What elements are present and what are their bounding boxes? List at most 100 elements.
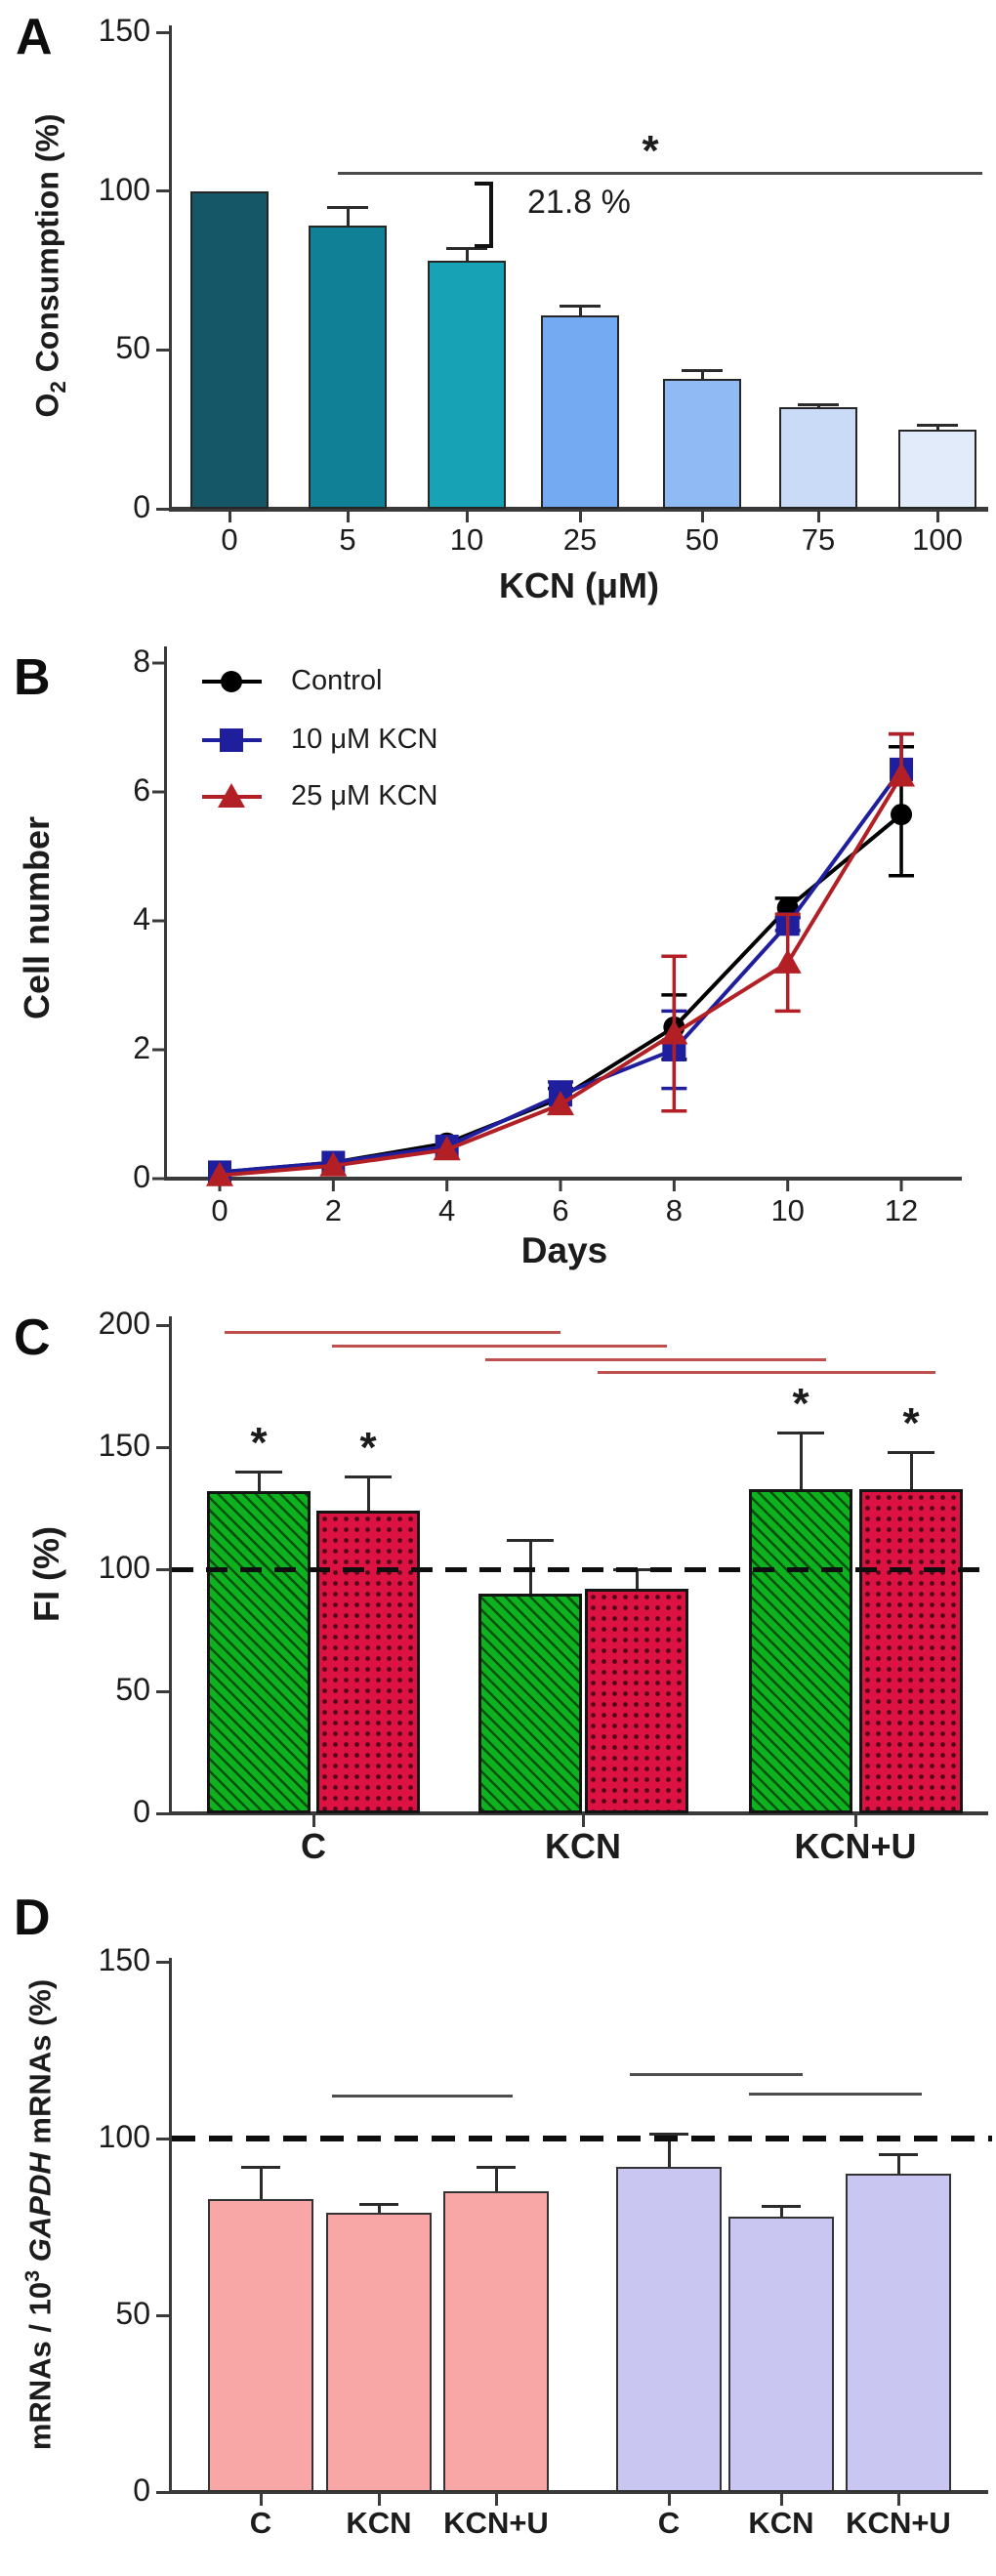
c-star: * (359, 1424, 377, 1472)
d-bar-pink-KCN+U (443, 2191, 549, 2492)
b-marker-square (321, 1150, 346, 1175)
d-bar-lavender-KCN+U (846, 2174, 951, 2492)
c-significance-line (332, 1344, 667, 1348)
error-bar-stem (896, 2154, 900, 2175)
error-bar-cap (446, 247, 487, 251)
b-x-tick (445, 1181, 449, 1191)
c-x-axis (169, 1811, 988, 1815)
d-significance-line (749, 2093, 922, 2097)
c-y-tick-label: 0 (133, 1794, 150, 1829)
panel-c-letter: C (14, 1309, 51, 1366)
c-bar-red-dotted-KCN (585, 1589, 688, 1813)
b-x-tick-label: 6 (552, 1193, 569, 1227)
b-x-tick-label: 0 (211, 1193, 228, 1227)
b-marker-triangle (433, 1136, 461, 1161)
c-bar-red-dotted-KCN+U (859, 1488, 963, 1813)
a-x-tick (700, 512, 704, 522)
d-x-tick-label: C (657, 2506, 681, 2540)
a-bar-kcn-100 (898, 429, 976, 509)
b-marker-triangle (206, 1161, 233, 1186)
error-bar-cap (682, 369, 723, 373)
b-x-tick-label: 4 (438, 1193, 456, 1227)
a-significance-line (338, 172, 982, 175)
error-bar-cap (345, 1475, 392, 1478)
d-bar-lavender-C (616, 2166, 722, 2492)
b-y-axis-title: Cell number (17, 815, 58, 1020)
b-marker-circle (776, 896, 799, 919)
b-legend-label: 25 μM KCN (291, 780, 438, 811)
b-x-tick (786, 1181, 790, 1191)
d-y-tick-label: 150 (98, 1942, 150, 1977)
a-y-tick-label: 150 (98, 13, 150, 48)
error-bar-cap (762, 2204, 801, 2208)
a-x-tick-label: 100 (912, 522, 963, 557)
d-y-tick (156, 2490, 169, 2494)
error-bar-cap (507, 1539, 554, 1542)
a-x-axis-title: KCN (μM) (499, 565, 659, 605)
b-x-tick-label: 8 (665, 1193, 683, 1227)
c-dashed-baseline (172, 1566, 992, 1572)
c-bar-red-dotted-C (316, 1511, 420, 1813)
b-marker-square (208, 1160, 231, 1184)
c-y-tick (156, 1567, 169, 1571)
c-x-tick (581, 1815, 585, 1827)
c-bar-green-hatched-KCN+U (749, 1488, 852, 1813)
b-x-tick (331, 1181, 335, 1191)
b-y-tick-label: 0 (133, 1159, 150, 1194)
c-bar-green-hatched-KCN (478, 1594, 582, 1813)
b-marker-triangle (319, 1151, 348, 1177)
panel-a-letter: A (16, 9, 53, 65)
a-x-tick-label: 5 (339, 522, 356, 557)
a-bar-kcn-50 (663, 378, 741, 509)
b-marker-square (775, 912, 800, 936)
b-marker-triangle (773, 948, 802, 974)
d-x-tick-label: C (249, 2506, 272, 2540)
d-significance-line (630, 2073, 803, 2077)
error-bar-stem (700, 370, 704, 379)
d-y-axis-title: mRNAs / 103 GAPDH mRNAs (%) (20, 1979, 58, 2451)
a-y-tick-label: 50 (115, 330, 150, 366)
error-bar-cap (359, 2202, 398, 2206)
b-x-tick-label: 2 (324, 1193, 342, 1227)
error-bar-cap (888, 1451, 934, 1454)
error-bar-stem (465, 248, 469, 262)
b-marker-circle (550, 1087, 572, 1109)
c-significance-line (485, 1357, 826, 1361)
a-x-axis (169, 507, 988, 512)
c-y-tick-label: 200 (98, 1306, 150, 1341)
b-legend-marker-square (220, 728, 243, 752)
error-bar-cap (777, 1432, 824, 1434)
c-y-tick-label: 50 (115, 1672, 150, 1707)
b-marker-square (549, 1083, 573, 1107)
panel-b-letter: B (14, 649, 51, 706)
d-y-tick-label: 100 (98, 2119, 150, 2154)
d-x-axis (169, 2490, 988, 2494)
d-y-tick (156, 2313, 169, 2317)
c-y-axis-title: FI (%) (26, 1526, 67, 1622)
d-dashed-baseline (172, 2136, 992, 2141)
error-bar-cap (235, 1471, 282, 1474)
a-y-axis-title-part: Consumption (%) (29, 113, 65, 382)
a-y-axis (169, 25, 172, 509)
b-legend-marker-triangle (218, 783, 245, 808)
b-marker-circle (322, 1151, 345, 1174)
error-bar-cap (798, 402, 839, 406)
d-significance-line (332, 2095, 513, 2098)
b-x-tick (672, 1181, 676, 1191)
d-x-tick (494, 2494, 498, 2506)
a-bar-kcn-75 (779, 406, 857, 509)
d-x-tick-label: KCN (346, 2506, 412, 2540)
error-bar-stem (667, 2133, 671, 2167)
c-star: * (792, 1380, 809, 1428)
error-bar-stem (909, 1452, 913, 1489)
error-bar-cap (241, 2165, 280, 2169)
d-y-axis-title-part: mRNAs / 10 (22, 2281, 58, 2451)
d-x-tick-label: KCN+U (443, 2506, 549, 2540)
error-bar-stem (578, 305, 582, 315)
error-bar-cap (917, 423, 958, 427)
a-y-tick (156, 348, 169, 352)
a-significance-star: * (642, 127, 659, 175)
a-y-axis-title: O2 Consumption (%) (29, 113, 70, 417)
b-y-axis (164, 646, 167, 1179)
a-x-tick (578, 512, 582, 522)
